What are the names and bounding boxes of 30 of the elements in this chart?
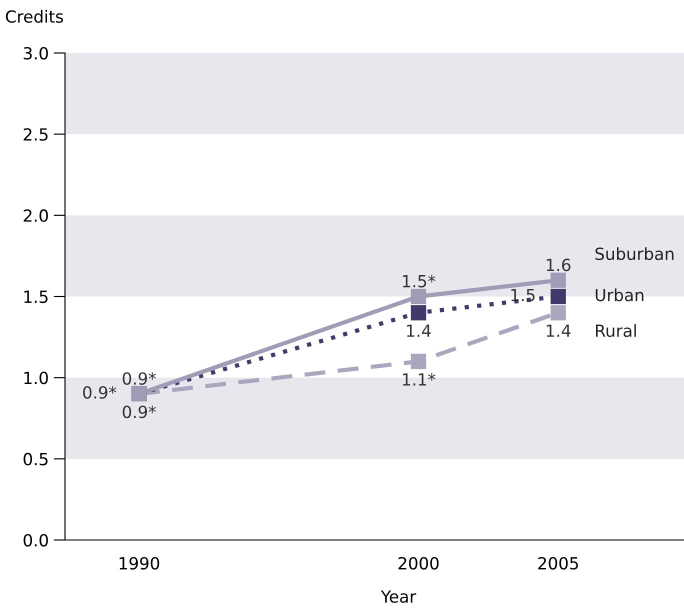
- data-label: 0.9*: [83, 386, 116, 399]
- series-label: Urban: [596, 288, 644, 302]
- y-tick-label: 2.5: [24, 128, 48, 141]
- data-label: 0.9*: [122, 372, 156, 385]
- series-label: Rural: [596, 324, 636, 338]
- y-tick-label: 2.0: [24, 209, 48, 222]
- y-axis-title: Credits: [6, 10, 63, 23]
- series-label: Suburban: [595, 247, 674, 260]
- data-label: 1.4: [407, 324, 431, 337]
- y-tick-label: 3.0: [24, 46, 48, 60]
- y-tick-label: 0.0: [24, 534, 48, 547]
- data-label: 1.6: [546, 258, 570, 272]
- point: [410, 288, 426, 304]
- data-label: 1.5: [511, 288, 535, 302]
- data-label: 1.1*: [402, 373, 436, 386]
- x-tick-label: 2005: [538, 556, 578, 570]
- x-tick-label: 1990: [120, 556, 160, 570]
- point: [550, 305, 566, 320]
- y-tick-label: 1.0: [24, 372, 48, 384]
- data-label: 1.5*: [402, 274, 436, 288]
- data-label: 0.9*: [122, 406, 156, 418]
- point: [550, 288, 566, 304]
- x-axis-title: Year: [380, 590, 416, 603]
- x-tick-label: 2000: [398, 556, 439, 570]
- point: [550, 272, 566, 288]
- data-label: 1.4: [546, 324, 571, 337]
- point: [410, 354, 426, 370]
- y-tick-label: 1.5: [24, 290, 48, 304]
- y-tick-label: 0.5: [24, 452, 48, 466]
- point: [410, 305, 426, 320]
